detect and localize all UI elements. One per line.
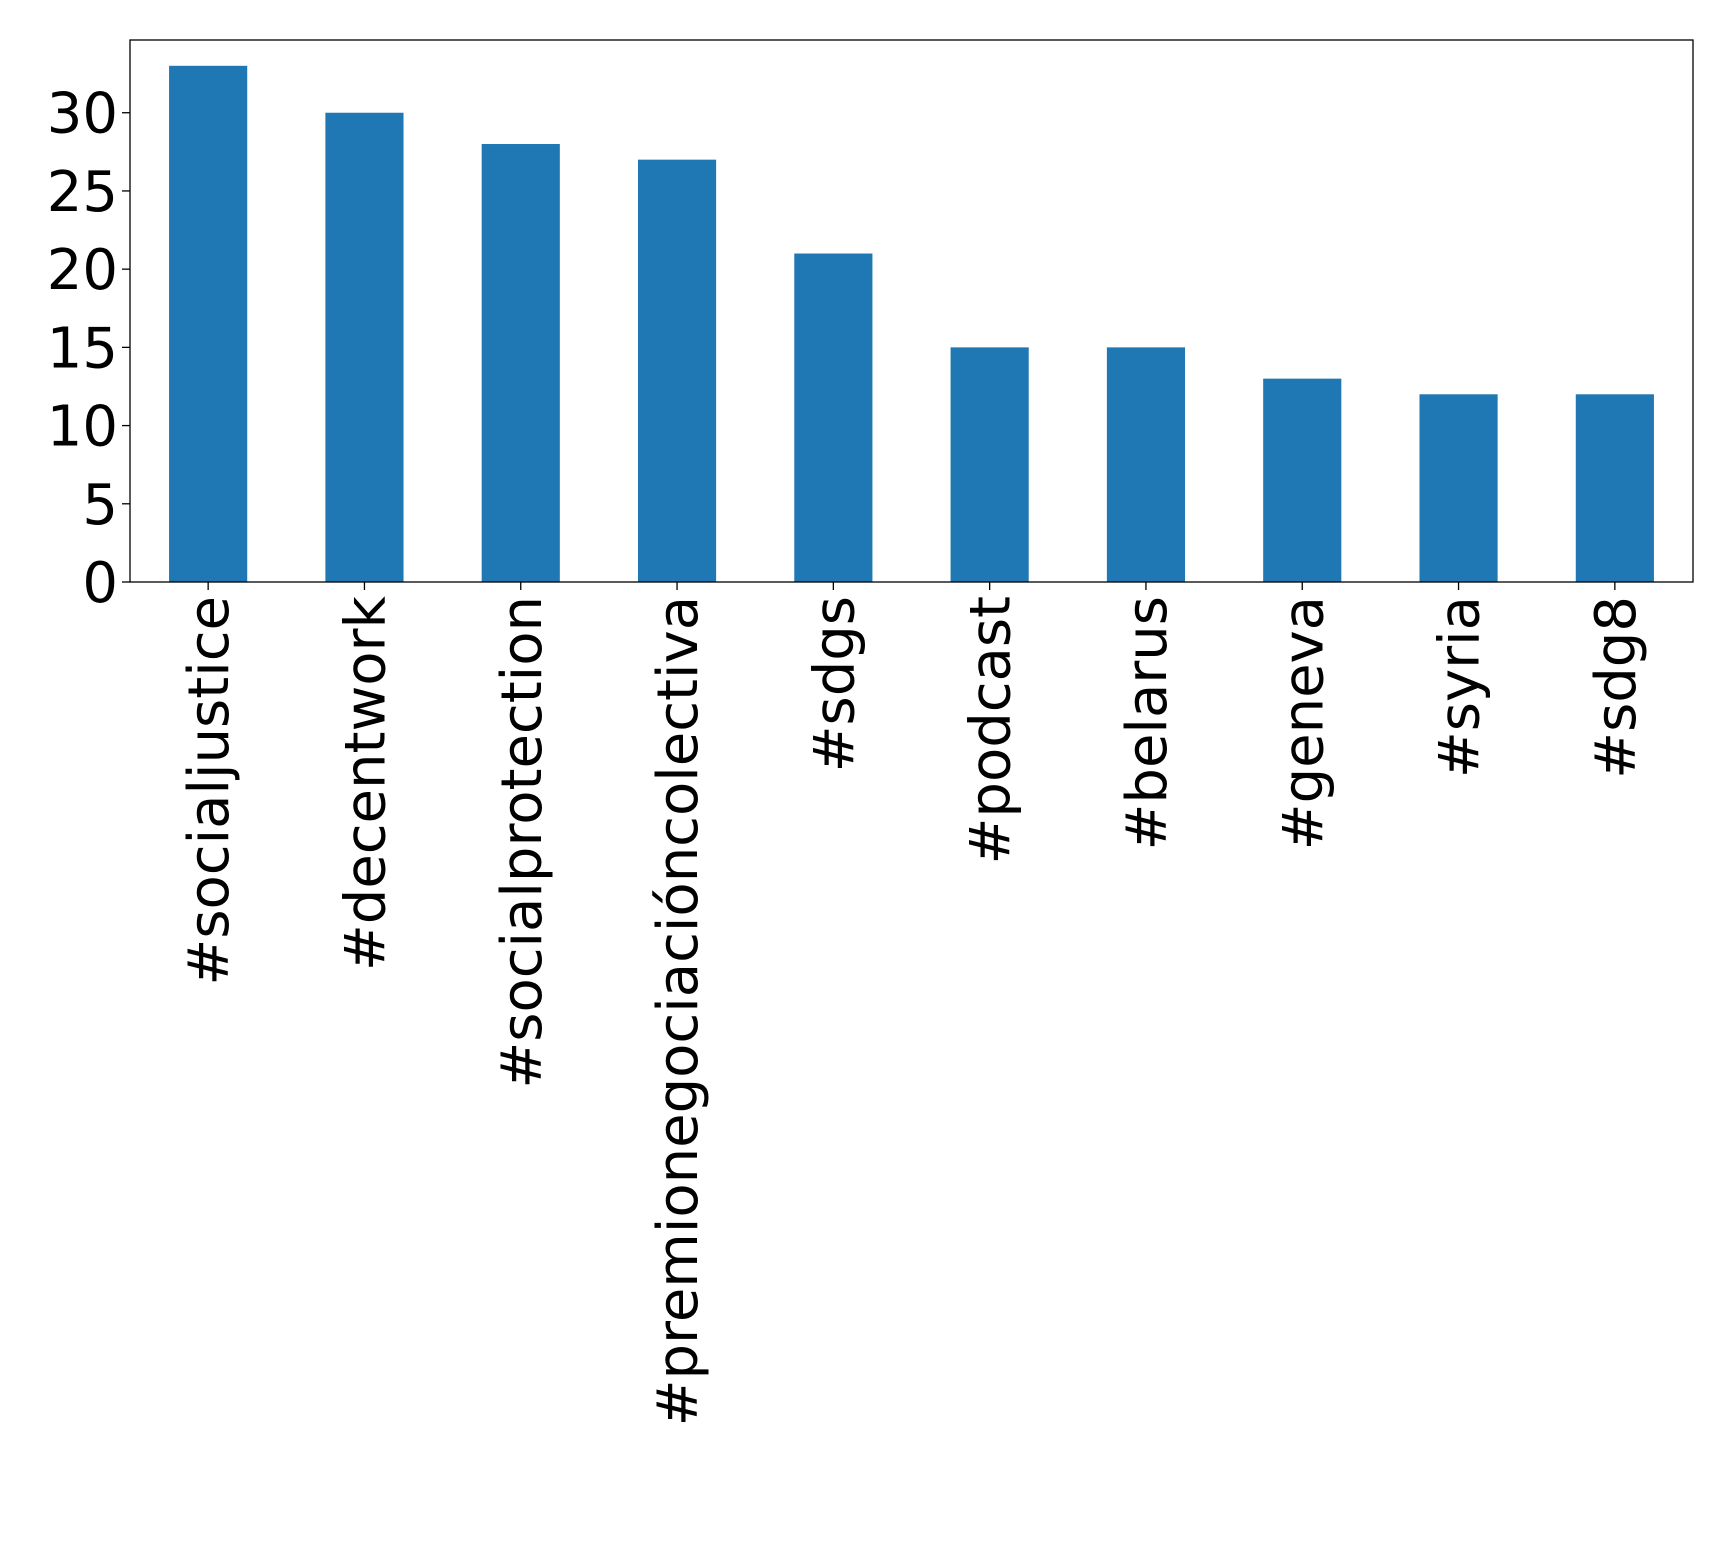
bar-7 <box>1263 378 1342 582</box>
bar-5 <box>950 347 1029 582</box>
x-tick-label: #socialprotection <box>490 596 555 1089</box>
y-tick-label: 10 <box>47 395 118 460</box>
bar-0 <box>169 65 248 583</box>
bar-2 <box>481 144 560 582</box>
x-tick-label: #syria <box>1428 596 1493 778</box>
y-tick-label: 0 <box>82 551 118 616</box>
x-tick-label: #sdg8 <box>1584 596 1649 779</box>
y-tick-label: 30 <box>47 82 118 147</box>
x-tick-label: #podcast <box>959 596 1024 865</box>
y-axis: 0 5 10 15 20 25 30 <box>47 82 130 616</box>
y-tick-label: 15 <box>47 316 118 381</box>
x-tick-label: #sdgs <box>802 596 867 772</box>
y-tick-label: 5 <box>82 473 118 538</box>
x-tick-label: #decentwork <box>333 595 398 971</box>
x-tick-label: #premionegociaciónc­olectiva <box>646 596 711 1426</box>
bar-1 <box>325 112 404 582</box>
x-tick-label: #geneva <box>1271 596 1336 850</box>
bar-3 <box>637 159 717 582</box>
y-tick-label: 25 <box>47 160 118 225</box>
bar-4 <box>794 253 873 583</box>
x-axis: #socialjustice #decentwork #socialprotecti… <box>177 582 1649 1426</box>
bars-group <box>169 65 1654 583</box>
bar-6 <box>1106 347 1186 582</box>
bar-9 <box>1575 394 1654 582</box>
x-tick-label: #belarus <box>1115 596 1180 851</box>
plot-frame <box>129 39 1694 583</box>
x-tick-label: #socialjustice <box>177 596 242 986</box>
y-tick-label: 20 <box>47 238 118 303</box>
bar-8 <box>1419 394 1498 582</box>
